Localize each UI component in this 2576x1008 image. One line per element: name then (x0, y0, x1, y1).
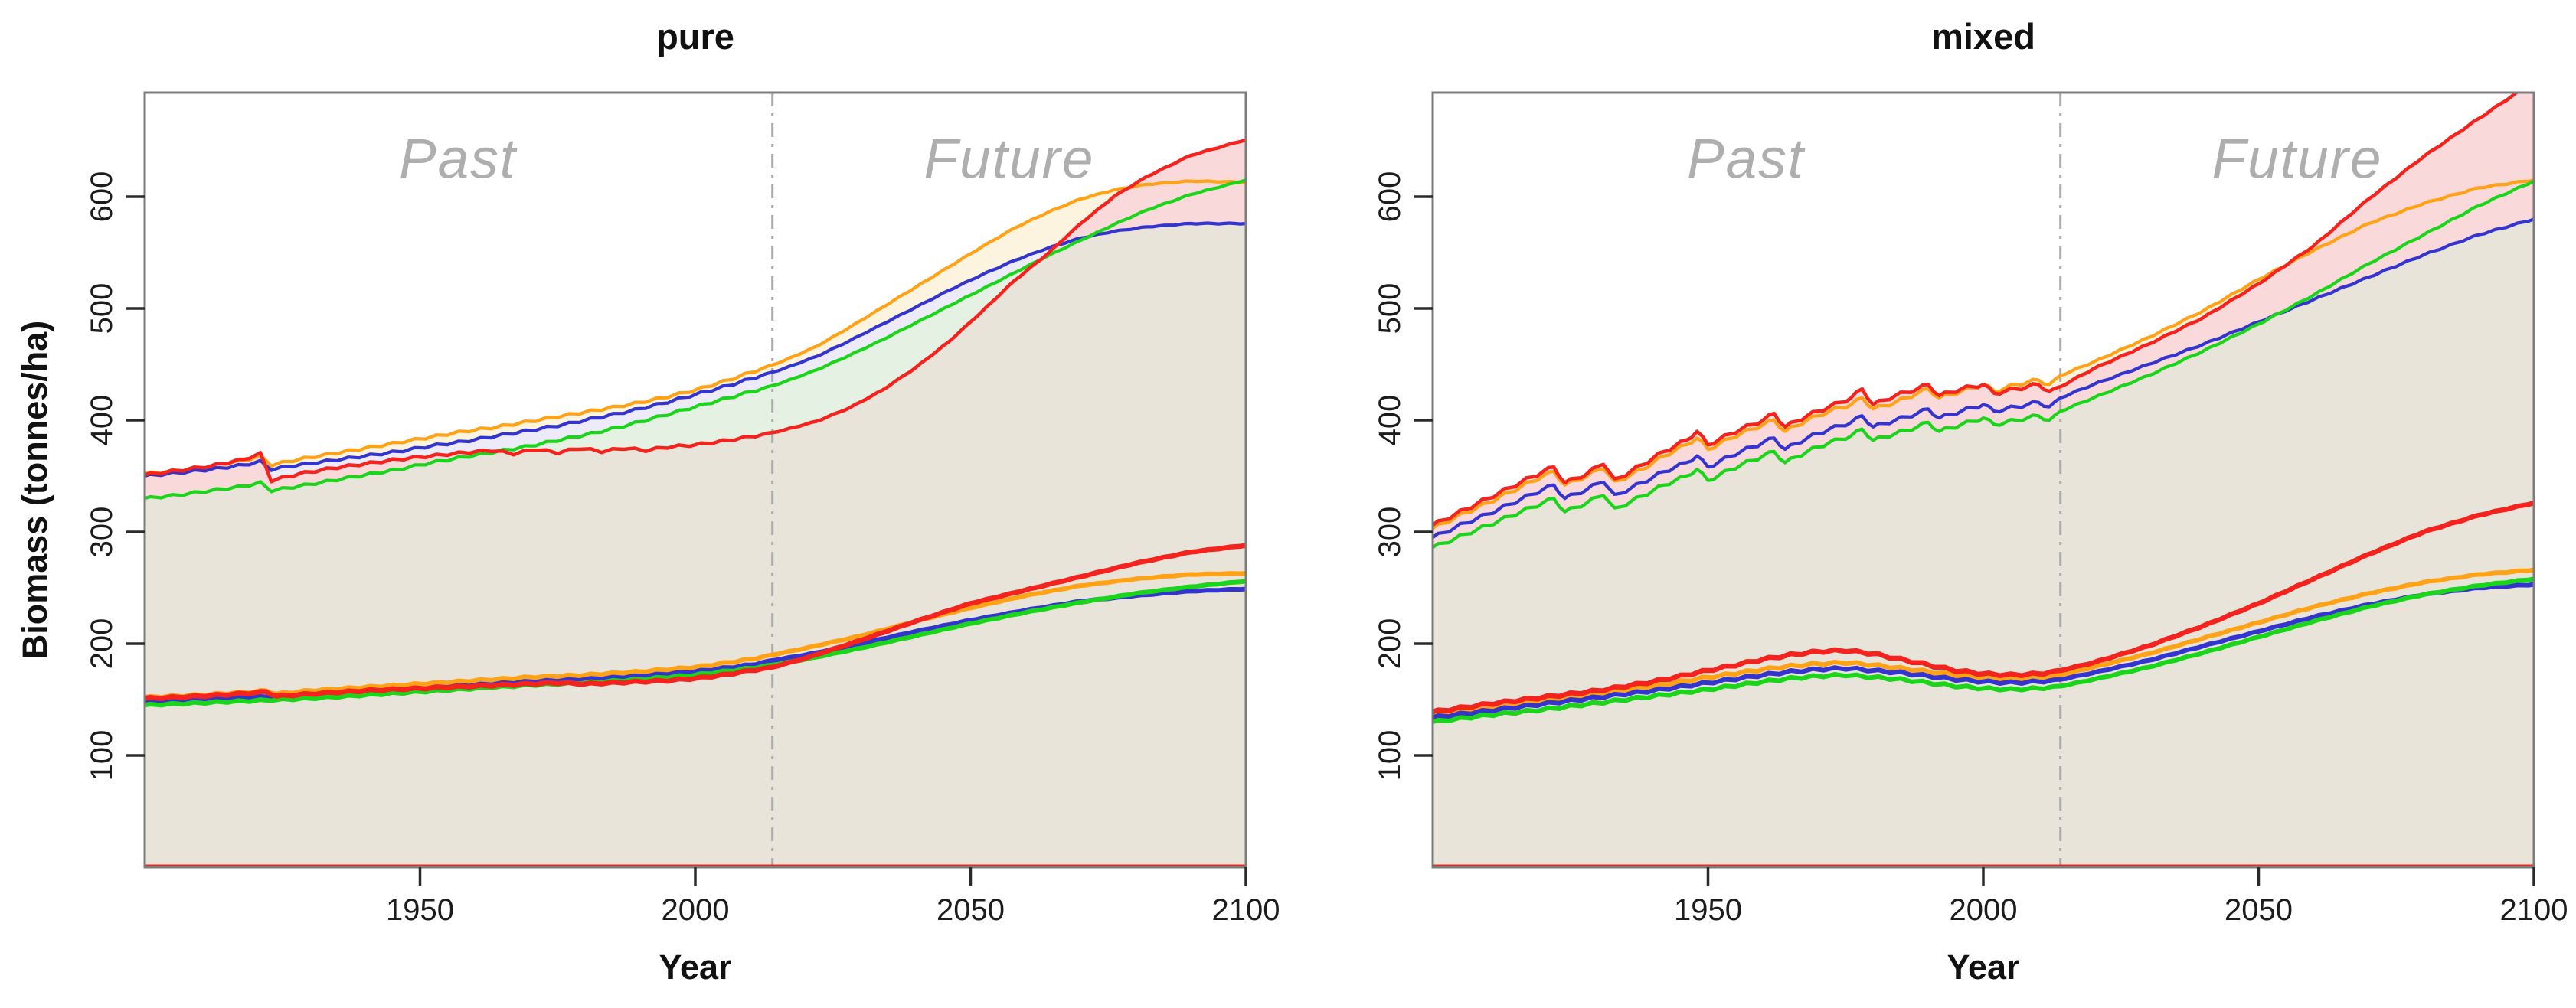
x-tick-label: 2100 (2500, 893, 2568, 927)
past-watermark: Past (1686, 128, 1806, 191)
x-tick-label: 2100 (1212, 893, 1280, 927)
lower-red-line (1433, 500, 2534, 715)
x-tick-label: 1950 (386, 893, 454, 927)
panel-title-mixed: mixed (1931, 16, 2035, 57)
x-tick-label: 1950 (1674, 893, 1742, 927)
upper-red-line (1433, 92, 2522, 527)
upper-red-line (145, 138, 1246, 484)
lower-green-line (1433, 576, 2534, 725)
past-watermark: Past (398, 128, 518, 191)
x-axis-label: Year (659, 948, 732, 987)
band-under-min-envelope (145, 223, 1246, 867)
upper-blue-line (1433, 217, 2534, 540)
y-tick-label: 500 (85, 283, 119, 334)
x-tick-label: 2050 (937, 893, 1005, 927)
future-watermark: Future (2212, 128, 2383, 191)
band-under-min-envelope (1433, 219, 2534, 867)
mixed-plot-canvas: 1950 2000 2050 2100 100 200 300 400 500 600 (1373, 91, 2568, 927)
lower-orange-line (145, 571, 1246, 700)
y-tick-label: 200 (1373, 618, 1407, 670)
x-tick-label: 2000 (662, 893, 730, 927)
plot-area (1433, 92, 2534, 868)
panel-mixed: 1950 2000 2050 2100 100 200 300 400 500 600 mixed… (1288, 0, 2576, 1008)
y-tick-label: 100 (85, 730, 119, 781)
y-tick-label: 500 (1373, 283, 1407, 334)
upper-green-line (145, 178, 1246, 501)
y-tick-label: 600 (1373, 171, 1407, 223)
x-axis-label: Year (1947, 948, 2020, 987)
lower-green-line (145, 579, 1246, 708)
lower-red-line (145, 543, 1246, 701)
y-tick-label: 100 (1373, 730, 1407, 781)
lower-blue-line (1433, 582, 2534, 720)
y-axis-label: Biomass (tonnes/ha) (15, 320, 54, 660)
pure-plot-canvas: 1950 2000 2050 2100 100 200 300 400 500 600 (85, 91, 1280, 927)
plot-area (145, 93, 1246, 868)
future-watermark: Future (924, 128, 1095, 191)
lower-orange-line (1433, 567, 2534, 716)
panel-title-pure: pure (656, 16, 734, 57)
y-tick-label: 200 (85, 618, 119, 670)
panel-pure: 1950 2000 2050 2100 100 200 300 400 500 600 pure … (15, 16, 1280, 987)
y-tick-label: 300 (1373, 507, 1407, 558)
upper-orange-line (145, 179, 1246, 476)
upper-blue-line (145, 221, 1246, 478)
y-tick-label: 400 (1373, 395, 1407, 446)
x-tick-label: 2000 (1950, 893, 2018, 927)
y-tick-label: 600 (85, 171, 119, 223)
upper-green-line (1433, 179, 2534, 550)
y-tick-label: 300 (85, 507, 119, 558)
x-tick-label: 2050 (2225, 893, 2293, 927)
y-tick-label: 400 (85, 395, 119, 446)
